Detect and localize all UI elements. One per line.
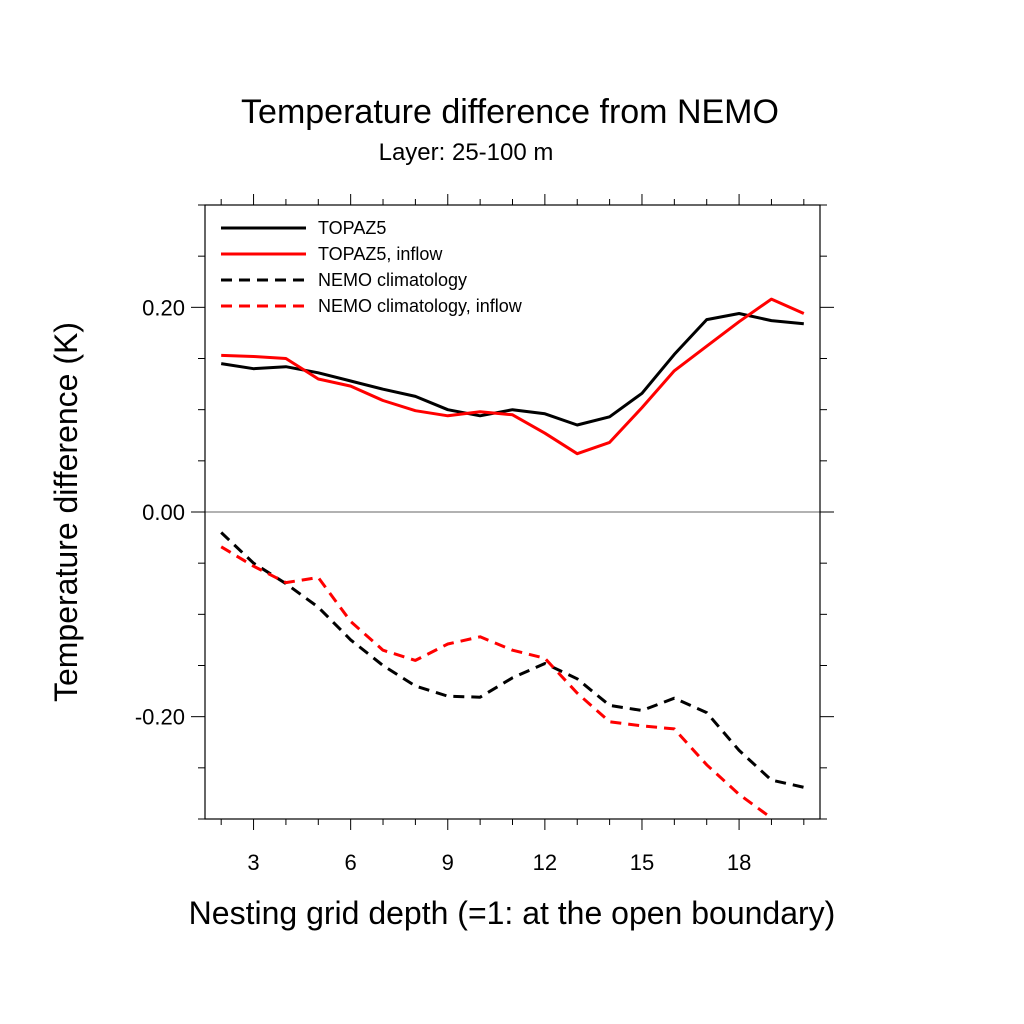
- axis-ticks: [191, 194, 834, 830]
- series-line-4: [220, 545, 773, 819]
- tick-labels: 3 6 9 12 15 18 -0.20 0.00 0.20: [135, 295, 751, 875]
- x-tick-label: 18: [727, 850, 751, 875]
- series-lines: [220, 297, 805, 819]
- x-tick-label: 3: [247, 850, 259, 875]
- x-tick-label: 9: [442, 850, 454, 875]
- series-line-1: [220, 312, 804, 427]
- legend-label: TOPAZ5: [318, 218, 386, 238]
- legend-label: NEMO climatology: [318, 270, 467, 290]
- chart-subtitle: Layer: 25-100 m: [379, 139, 554, 166]
- plot-border: [204, 204, 821, 820]
- x-axis-title: Nesting grid depth (=1: at the open boun…: [189, 895, 836, 931]
- series-line-3: [220, 531, 805, 789]
- y-tick-label: 0.00: [142, 500, 185, 525]
- x-tick-label: 6: [345, 850, 357, 875]
- y-tick-label: 0.20: [142, 295, 185, 320]
- y-axis-title: Temperature difference (K): [48, 322, 84, 702]
- chart-title: Temperature difference from NEMO: [241, 93, 779, 131]
- y-tick-label: -0.20: [135, 705, 185, 730]
- legend-label: TOPAZ5, inflow: [318, 244, 443, 264]
- legend-label: NEMO climatology, inflow: [318, 296, 523, 316]
- legend: TOPAZ5 TOPAZ5, inflow NEMO climatology NEMO…: [221, 218, 523, 316]
- x-tick-label: 12: [533, 850, 557, 875]
- series-line-2: [221, 297, 805, 456]
- x-tick-label: 15: [630, 850, 654, 875]
